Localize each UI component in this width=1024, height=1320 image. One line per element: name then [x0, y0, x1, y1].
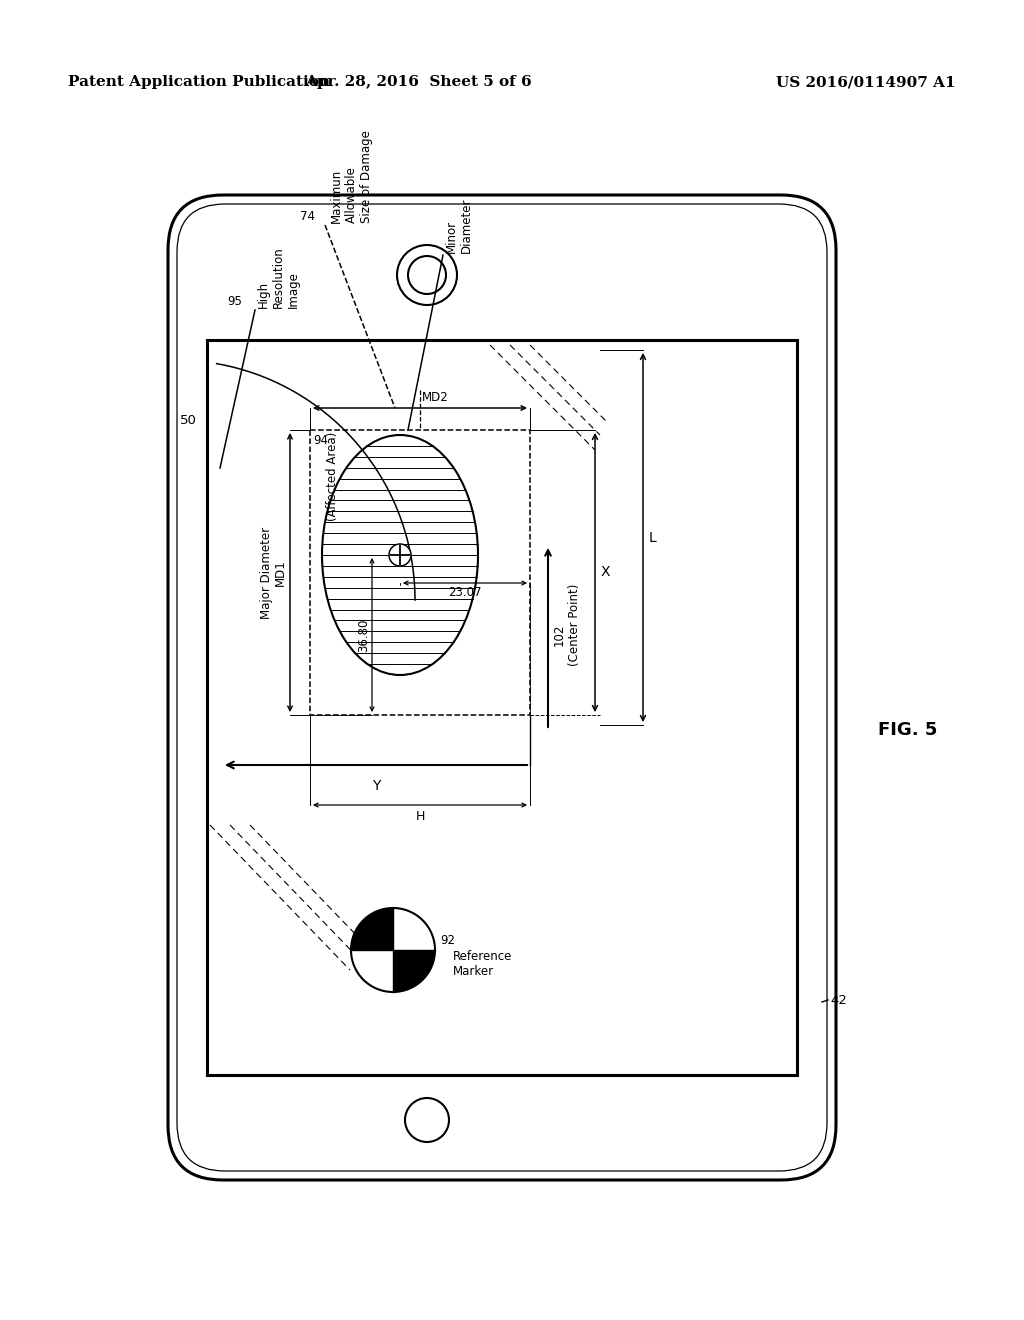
Circle shape [389, 544, 411, 566]
Text: Minor
Diameter: Minor Diameter [445, 198, 473, 253]
Text: 74: 74 [300, 210, 315, 223]
Text: Major Diameter: Major Diameter [260, 527, 273, 619]
Text: High
Resolution
Image: High Resolution Image [257, 247, 300, 308]
Bar [207, 341, 797, 1074]
Text: MD1: MD1 [274, 560, 287, 586]
Text: 42: 42 [830, 994, 847, 1006]
Text: FIG. 5: FIG. 5 [878, 721, 937, 739]
Text: Patent Application Publication: Patent Application Publication [68, 75, 330, 88]
Text: 36.80: 36.80 [357, 618, 370, 652]
Bar [310, 430, 530, 715]
Text: H: H [416, 810, 425, 822]
Text: (Center Point): (Center Point) [568, 583, 581, 667]
Text: 23.07: 23.07 [449, 586, 481, 599]
Text: L: L [649, 531, 656, 544]
Text: X: X [601, 565, 610, 579]
Wedge shape [351, 950, 393, 993]
Wedge shape [393, 950, 435, 993]
FancyBboxPatch shape [177, 205, 827, 1171]
Text: Apr. 28, 2016  Sheet 5 of 6: Apr. 28, 2016 Sheet 5 of 6 [305, 75, 531, 88]
Text: Maximun
Allowable
Size of Damage: Maximun Allowable Size of Damage [330, 131, 373, 223]
Text: 50: 50 [180, 413, 197, 426]
Text: Reference
Marker: Reference Marker [453, 950, 512, 978]
Text: (Affected Area): (Affected Area) [326, 432, 339, 521]
Text: MD2: MD2 [422, 391, 449, 404]
Text: 95: 95 [227, 294, 242, 308]
Wedge shape [351, 908, 393, 950]
Text: 102: 102 [553, 624, 566, 647]
Circle shape [408, 256, 446, 294]
Circle shape [397, 246, 457, 305]
Wedge shape [393, 908, 435, 950]
FancyBboxPatch shape [168, 195, 836, 1180]
Text: US 2016/0114907 A1: US 2016/0114907 A1 [776, 75, 955, 88]
Text: 92: 92 [440, 935, 455, 946]
Text: 94: 94 [313, 434, 328, 447]
Circle shape [406, 1098, 449, 1142]
Text: Y: Y [372, 779, 380, 793]
